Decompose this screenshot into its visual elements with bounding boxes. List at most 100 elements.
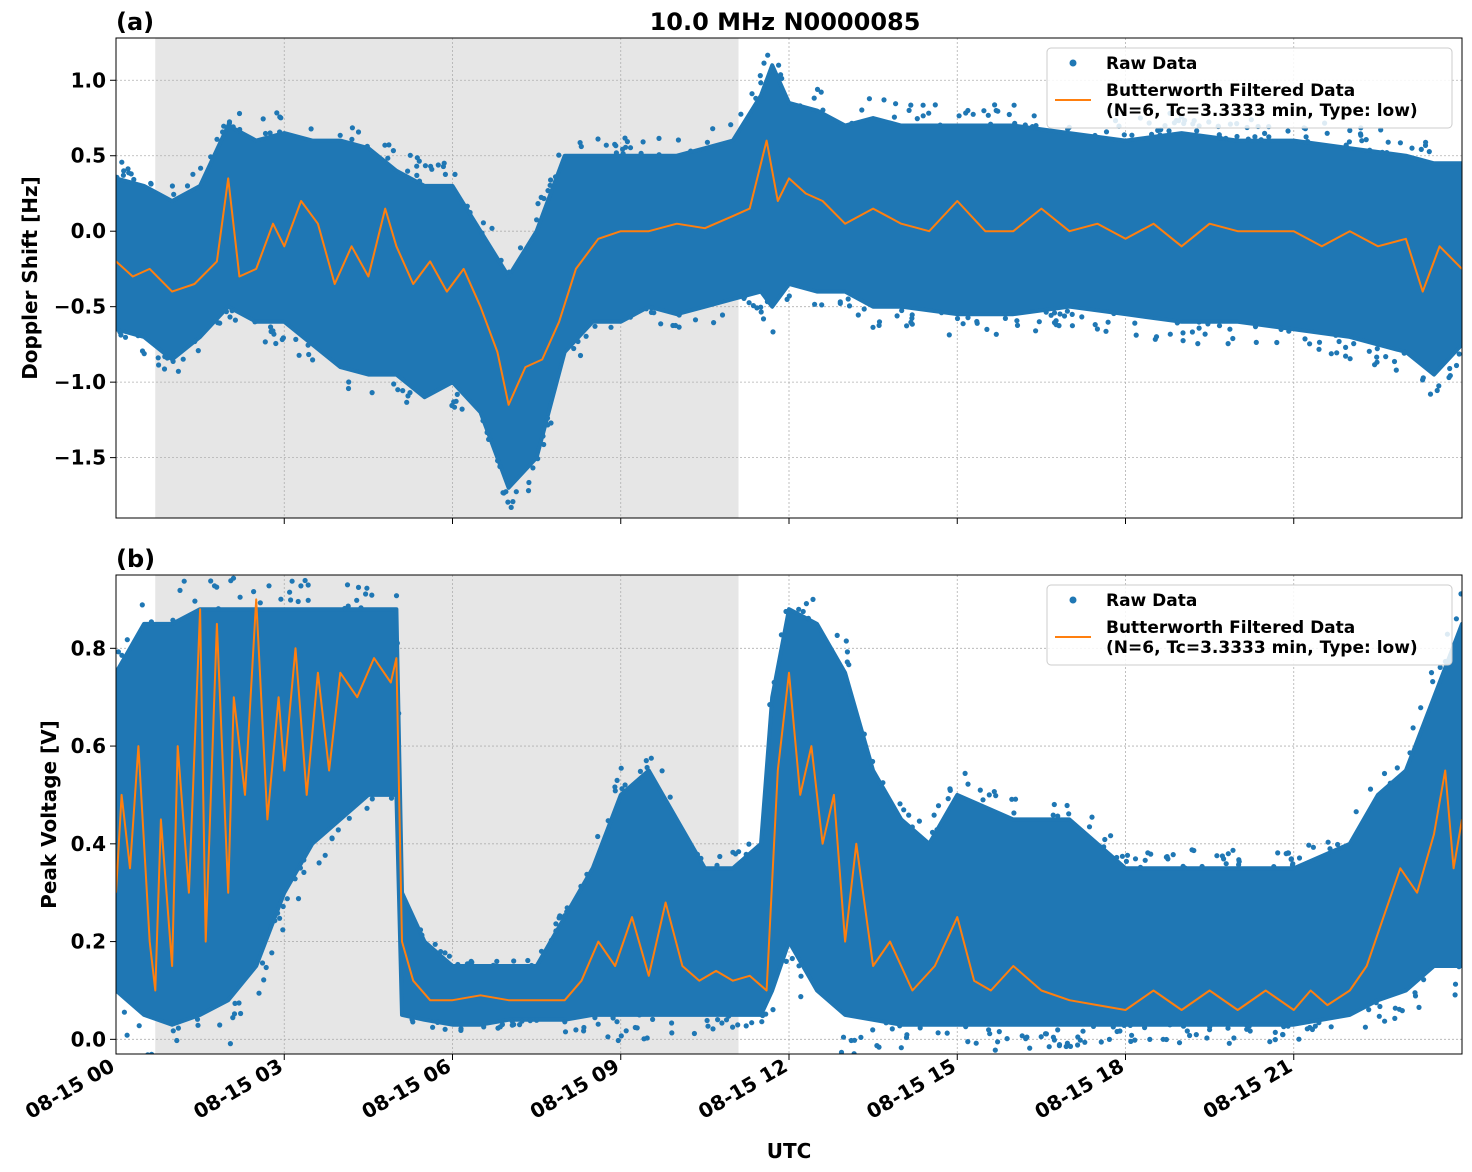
- raw-data-point: [1230, 335, 1236, 342]
- raw-data-point: [395, 387, 401, 393]
- raw-data-point: [760, 316, 767, 322]
- raw-data-point: [170, 358, 176, 364]
- raw-data-point: [851, 1051, 857, 1054]
- raw-data-point: [749, 91, 755, 97]
- raw-data-point: [1226, 1040, 1232, 1046]
- raw-data-point: [310, 357, 316, 363]
- raw-data-point: [1106, 1036, 1112, 1042]
- raw-data-point: [308, 126, 314, 132]
- raw-data-point: [627, 145, 634, 151]
- raw-data-point: [934, 827, 940, 833]
- raw-data-point: [1187, 1032, 1193, 1039]
- raw-data-point: [1312, 1023, 1318, 1029]
- raw-data-point: [623, 1028, 629, 1034]
- raw-data-point: [273, 340, 279, 347]
- raw-data-point: [1069, 311, 1075, 317]
- raw-data-point: [1103, 129, 1110, 135]
- raw-data-point: [704, 139, 711, 145]
- raw-data-point: [1418, 146, 1424, 152]
- raw-data-point: [175, 368, 181, 374]
- raw-data-point: [640, 139, 646, 145]
- raw-data-point: [1289, 862, 1296, 868]
- raw-data-point: [986, 792, 992, 798]
- raw-data-point: [252, 319, 258, 325]
- raw-data-point: [758, 304, 764, 310]
- raw-data-point: [1231, 1035, 1237, 1041]
- raw-data-point: [1011, 102, 1017, 108]
- raw-data-point: [519, 1018, 525, 1024]
- raw-data-point: [746, 841, 752, 847]
- raw-data-point: [980, 797, 986, 803]
- raw-data-point: [614, 777, 620, 784]
- raw-data-point: [214, 136, 220, 142]
- raw-data-point: [800, 608, 806, 615]
- raw-data-point: [405, 393, 411, 399]
- raw-data-point: [279, 336, 285, 343]
- y-axis-label: Peak Voltage [V]: [37, 720, 61, 909]
- raw-data-point: [1022, 122, 1028, 128]
- raw-data-point: [1286, 328, 1292, 334]
- raw-data-point: [904, 323, 910, 329]
- raw-data-point: [719, 1020, 725, 1026]
- x-tick-label: 08-15 03: [189, 1054, 287, 1124]
- raw-data-point: [778, 632, 785, 638]
- raw-data-point: [906, 107, 912, 113]
- raw-data-point: [592, 323, 598, 329]
- raw-data-point: [812, 301, 818, 307]
- raw-data-point: [174, 1037, 180, 1044]
- legend-raw-marker: [1069, 596, 1077, 604]
- raw-data-point: [369, 390, 375, 396]
- raw-data-point: [125, 166, 131, 172]
- raw-data-point: [1110, 1024, 1116, 1030]
- raw-data-point: [575, 338, 581, 345]
- raw-data-point: [541, 441, 547, 448]
- raw-data-point: [278, 115, 284, 121]
- raw-data-point: [1147, 1036, 1153, 1042]
- raw-data-point: [530, 465, 536, 471]
- raw-data-point: [1086, 824, 1093, 830]
- raw-data-point: [592, 1015, 598, 1021]
- raw-data-point: [562, 1029, 569, 1035]
- raw-data-point: [215, 606, 221, 612]
- raw-data-point: [603, 142, 609, 148]
- raw-data-point: [305, 597, 311, 603]
- raw-data-point: [577, 352, 584, 359]
- raw-data-point: [116, 174, 120, 180]
- raw-data-point: [363, 591, 369, 597]
- raw-data-point: [1012, 796, 1019, 802]
- raw-data-point: [1166, 128, 1172, 134]
- raw-data-point: [1184, 1028, 1190, 1034]
- raw-data-point: [643, 758, 649, 764]
- raw-data-point: [1328, 1024, 1334, 1030]
- raw-data-point: [1123, 858, 1129, 865]
- raw-data-point: [342, 605, 348, 612]
- raw-data-point: [741, 295, 747, 301]
- raw-data-point: [499, 1021, 505, 1028]
- raw-data-point: [749, 1020, 755, 1026]
- raw-data-point: [446, 953, 452, 959]
- raw-data-point: [1281, 1024, 1287, 1030]
- raw-data-point: [1189, 329, 1195, 335]
- raw-data-point: [1274, 339, 1280, 346]
- raw-data-point: [1174, 320, 1180, 326]
- raw-data-point: [870, 324, 876, 330]
- raw-data-point: [771, 679, 777, 686]
- raw-data-point: [1214, 853, 1220, 859]
- raw-data-point: [280, 903, 286, 910]
- raw-data-point: [789, 955, 795, 962]
- raw-data-point: [1324, 130, 1330, 136]
- raw-data-point: [214, 584, 220, 590]
- raw-data-point: [1357, 131, 1364, 137]
- panel-label: (a): [116, 8, 154, 36]
- raw-data-point: [819, 302, 825, 308]
- raw-data-point: [141, 351, 147, 357]
- raw-data-point: [1092, 132, 1098, 139]
- raw-data-point: [945, 796, 951, 802]
- raw-data-point: [876, 1044, 882, 1050]
- raw-data-point: [996, 1029, 1002, 1035]
- raw-data-point: [1204, 1035, 1210, 1041]
- raw-data-point: [1253, 339, 1259, 345]
- raw-data-point: [1346, 139, 1352, 145]
- raw-data-point: [344, 582, 351, 588]
- raw-data-point: [613, 143, 619, 149]
